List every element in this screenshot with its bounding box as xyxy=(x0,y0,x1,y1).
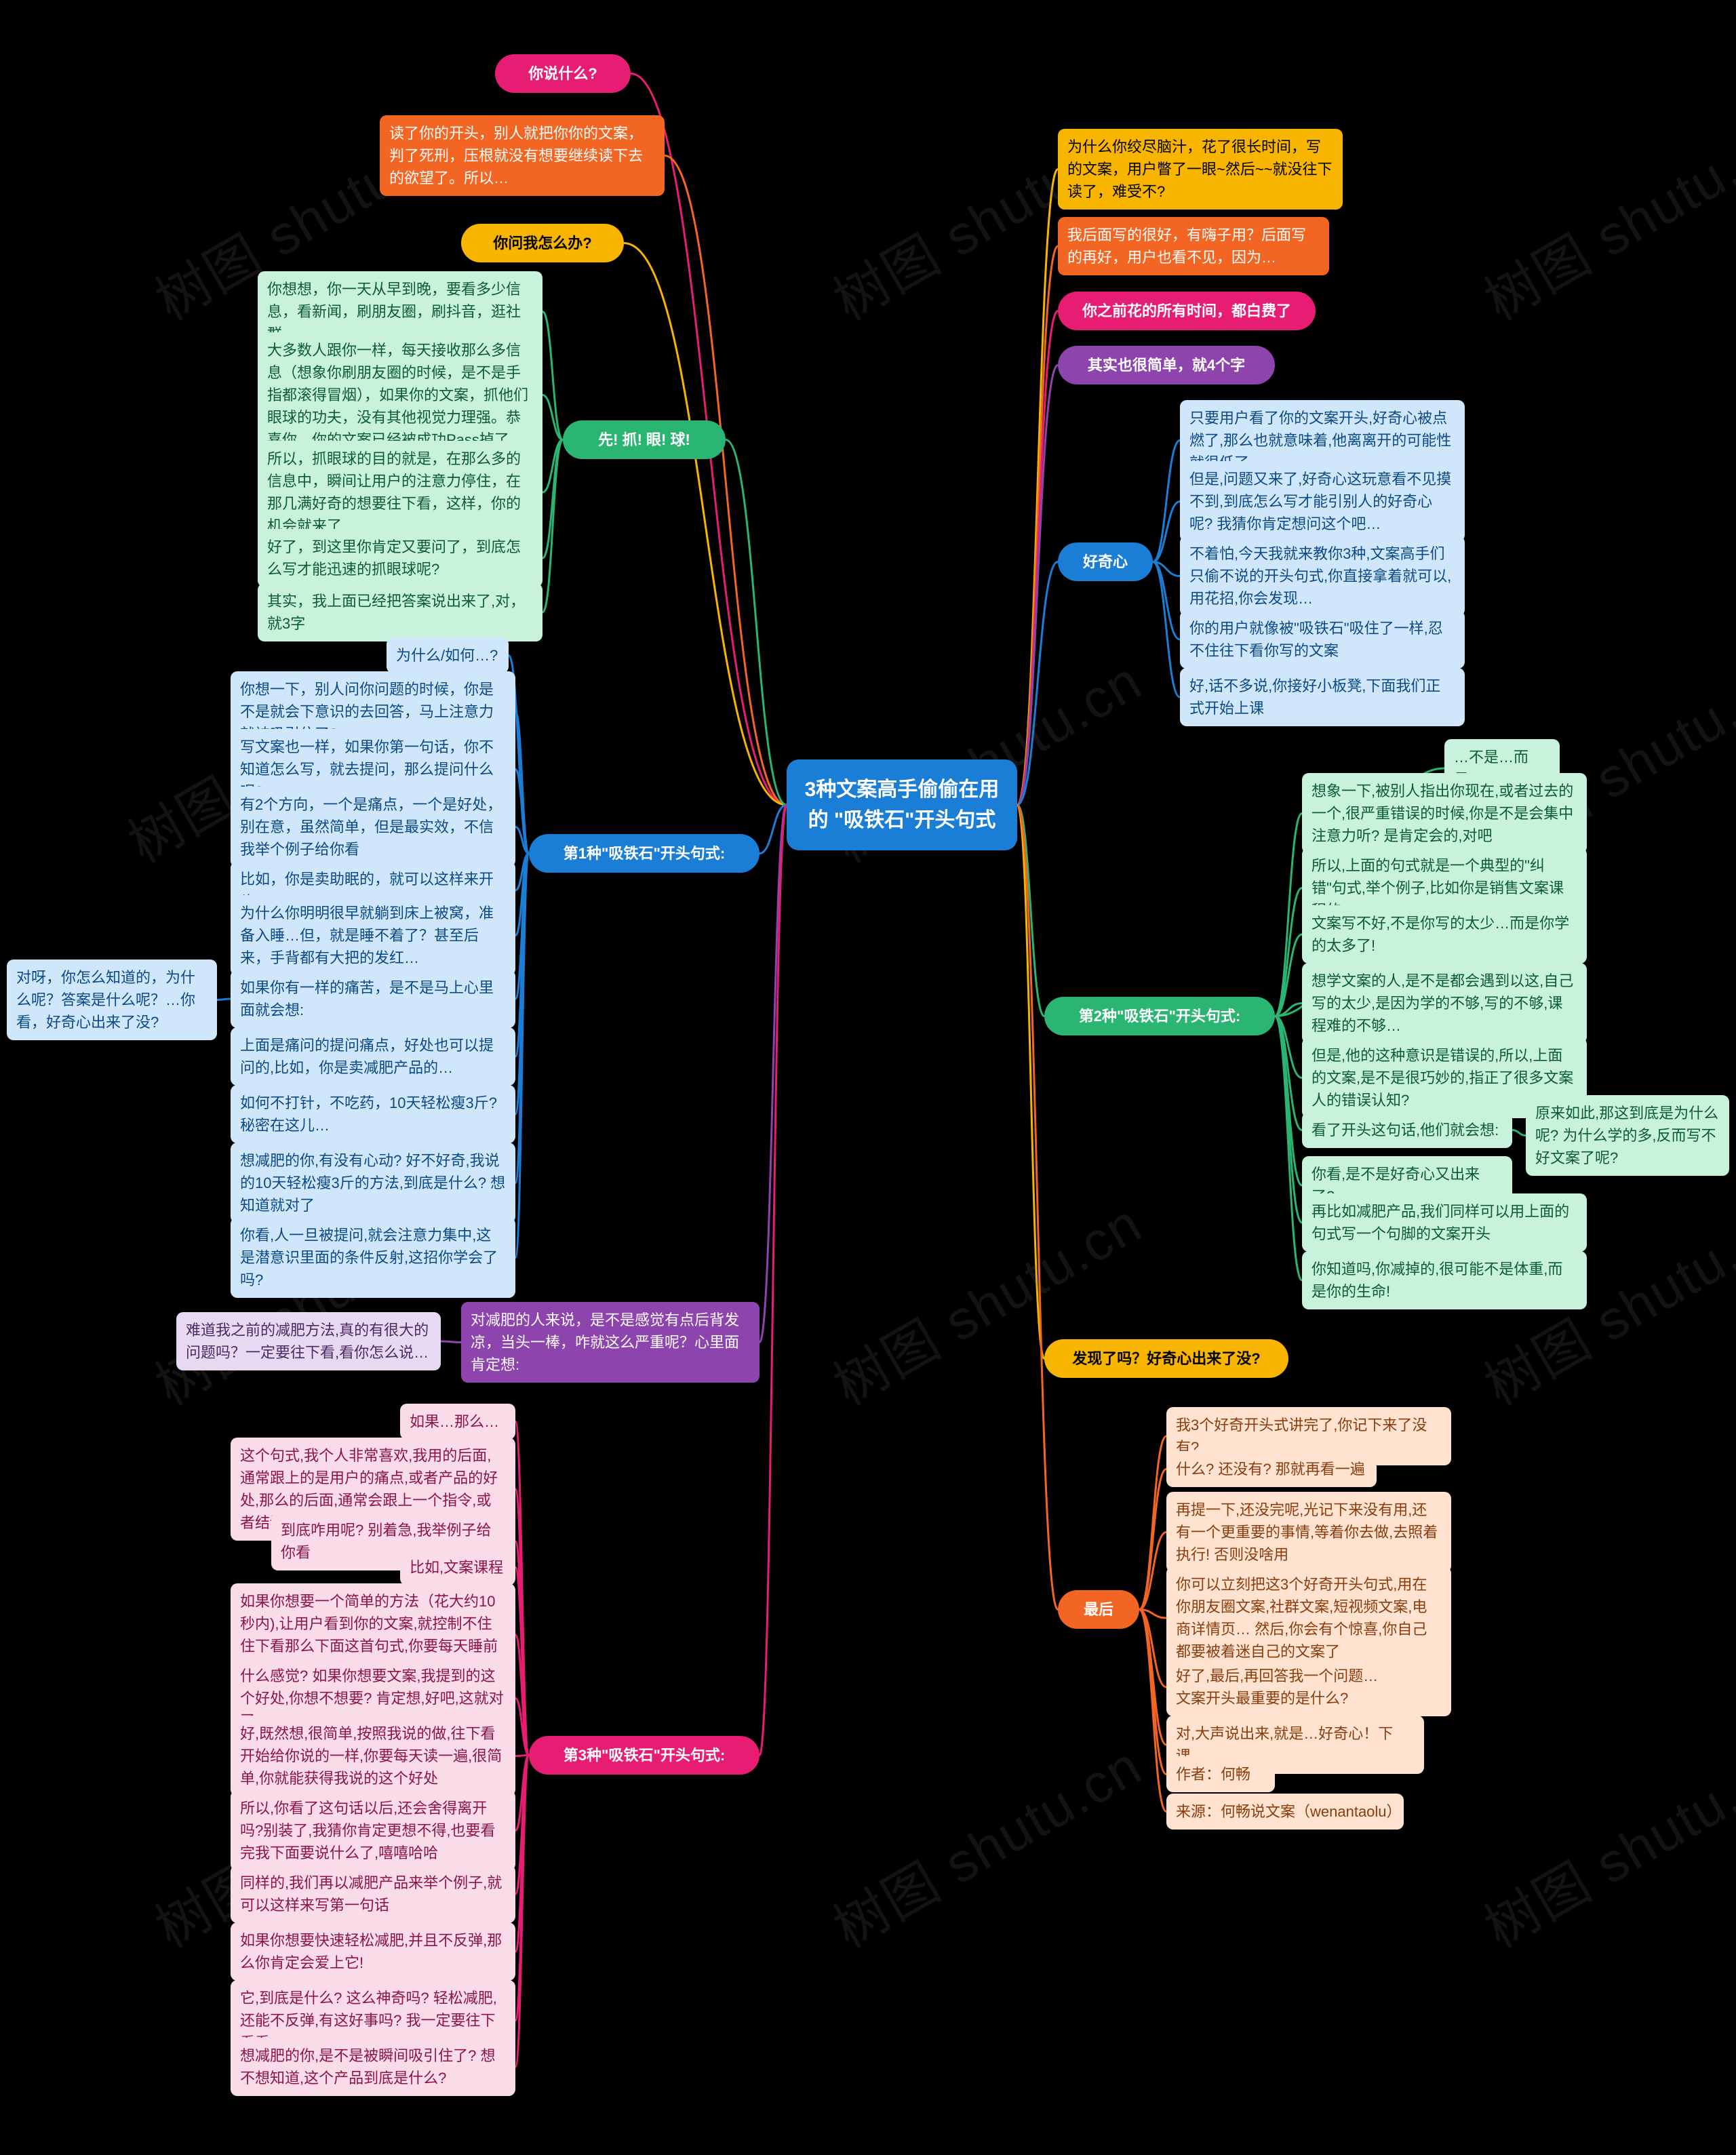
node: 比如,文案课程 xyxy=(400,1549,515,1585)
node: 对减肥的人来说，是不是感觉有点后背发凉，当头一棒，咋就这么严重呢？心里面肯定想: xyxy=(461,1302,760,1383)
watermark: 树图 shutu.cn xyxy=(817,1181,1154,1421)
node: 什么? 还没有? 那就再看一遍 xyxy=(1166,1451,1377,1487)
node: 同样的,我们再以减肥产品来举个例子,就可以这样来写第一句话 xyxy=(231,1865,515,1923)
node: 好,既然想,很简单,按照我说的做,往下看开始给你说的一样,你要每天读一遍,很简单… xyxy=(231,1716,515,1796)
node: 原来如此,那这到底是为什么呢? 为什么学的多,反而写不好文案了呢? xyxy=(1526,1095,1729,1176)
node: 我后面写的很好，有嗨子用？后面写的再好，用户也看不见，因为… xyxy=(1058,217,1329,275)
node: 大多数人跟你一样，每天接收那么多信息（想象你刷朋友圈的时候，是不是手指都滚得冒烟… xyxy=(258,332,542,458)
node: 想学文案的人,是不是都会遇到以这,自己写的太少,是因为学的不够,写的不够,课程难… xyxy=(1302,963,1587,1044)
node: 想减肥的你,是不是被瞬间吸引住了? 想不想知道,这个产品到底是什么? xyxy=(231,2038,515,2096)
node: 再比如减肥产品,我们同样可以用上面的句式写一个句脚的文案开头 xyxy=(1302,1193,1587,1252)
watermark: 树图 shutu.cn xyxy=(1468,1723,1736,1963)
node: 你看,人一旦被提问,就会注意力集中,这是潜意识里面的条件反射,这招你学会了吗? xyxy=(231,1217,515,1298)
node: 第3种"吸铁石"开头句式: xyxy=(529,1736,760,1775)
node: 为什么你明明很早就躺到床上被窝，准备入睡…但，就是睡不着了？甚至后来，手背都有大… xyxy=(231,895,515,976)
node: 其实也很简单，就4个字 xyxy=(1058,346,1275,384)
node: 对呀，你怎么知道的，为什么呢？答案是什么呢？…你看，好奇心出来了没? xyxy=(7,960,217,1040)
node: 文案写不好,不是你写的太少…而是你学的太多了! xyxy=(1302,905,1587,964)
node: 好了,最后,再回答我一个问题… 文案开头最重要的是什么? xyxy=(1166,1658,1451,1716)
watermark: 树图 shutu.cn xyxy=(817,1723,1154,1963)
node: 好奇心 xyxy=(1058,542,1153,581)
mindmap-stage: 树图 shutu.cn 树图 shutu.cn 树图 shutu.cn 树图 shut… xyxy=(0,0,1736,2155)
node: 先! 抓! 眼! 球! xyxy=(563,420,726,459)
node: 发现了吗？好奇心出来了没? xyxy=(1044,1339,1288,1378)
node: 想减肥的你,有没有心动? 好不好奇,我说的10天轻松瘦3斤的方法,到底是什么? … xyxy=(231,1143,515,1223)
node: 所以,你看了这句话以后,还会舍得离开吗?别装了,我猜你肯定更想不得,也要看完我下… xyxy=(231,1790,515,1871)
node: 想象一下,被别人指出你现在,或者过去的一个,很严重错误的时候,你是不是会集中注意… xyxy=(1302,773,1587,854)
watermark: 树图 shutu.cn xyxy=(1468,96,1736,336)
node: 你之前花的所有时间，都白费了 xyxy=(1058,292,1316,330)
node: 不着怕,今天我就来教你3种,文案高手们只偷不说的开头句式,你直接拿着就可以,用花… xyxy=(1180,536,1465,616)
node: 但是,问题又来了,好奇心这玩意看不见摸不到,到底怎么写才能引别人的好奇心呢? 我… xyxy=(1180,461,1465,542)
node: 你知道吗,你减掉的,很可能不是体重,而是你的生命! xyxy=(1302,1251,1587,1309)
center: 3种文案高手偷偷在用的 "吸铁石"开头句式 xyxy=(787,759,1017,850)
node: 好了，到这里你肯定又要问了，到底怎么写才能迅速的抓眼球呢? xyxy=(258,529,542,587)
node: 你问我怎么办? xyxy=(461,224,624,262)
node: 再提一下,还没完呢,光记下来没有用,还有一个更重要的事情,等着你去做,去照着执行… xyxy=(1166,1492,1451,1573)
node: 你可以立刻把这3个好奇开头句式,用在你朋友圈文案,社群文案,短视频文案,电商详情… xyxy=(1166,1566,1451,1669)
node: 上面是痛问的提问痛点，好处也可以提问的,比如，你是卖减肥产品的… xyxy=(231,1027,515,1086)
node: 如何不打针，不吃药，10天轻松瘦3斤? 秘密在这儿… xyxy=(231,1085,515,1143)
node: 有2个方向，一个是痛点，一个是好处，别在意，虽然简单，但是最实效，不信我举个例子… xyxy=(231,787,515,867)
node: 如果你有一样的痛苦，是不是马上心里面就会想: xyxy=(231,970,515,1028)
node: 你的用户就像被"吸铁石"吸住了一样,忍不住往下看你写的文案 xyxy=(1180,610,1465,669)
node: 其实，我上面已经把答案说出来了,对，就3字 xyxy=(258,583,542,641)
node: 第2种"吸铁石"开头句式: xyxy=(1044,997,1275,1035)
node: 读了你的开头，别人就把你你的文案，判了死刑，压根就没有想要继续读下去的欲望了。所… xyxy=(380,115,665,196)
node: 你说什么? xyxy=(495,54,631,93)
node: 为什么/如何…? xyxy=(387,637,509,673)
node: 如果你想要快速轻松减肥,并且不反弹,那么你肯定会爱上它! xyxy=(231,1922,515,1981)
node: 作者：何畅 xyxy=(1166,1756,1275,1792)
node: 好,话不多说,你接好小板凳,下面我们正式开始上课 xyxy=(1180,668,1465,726)
node: 难道我之前的减肥方法,真的有很大的问题吗？一定要往下看,看你怎么说… xyxy=(176,1312,441,1370)
node: 第1种"吸铁石"开头句式: xyxy=(529,834,760,873)
node: 来源：何畅说文案（wenantaolu） xyxy=(1166,1794,1404,1830)
node: 如果…那么… xyxy=(400,1404,515,1440)
node: 为什么你绞尽脑汁，花了很长时间，写的文案，用户瞥了一眼~然后~~就没往下读了，难… xyxy=(1058,129,1343,210)
node: 看了开头这句话,他们就会想: xyxy=(1302,1112,1512,1148)
node: 最后 xyxy=(1058,1590,1139,1629)
